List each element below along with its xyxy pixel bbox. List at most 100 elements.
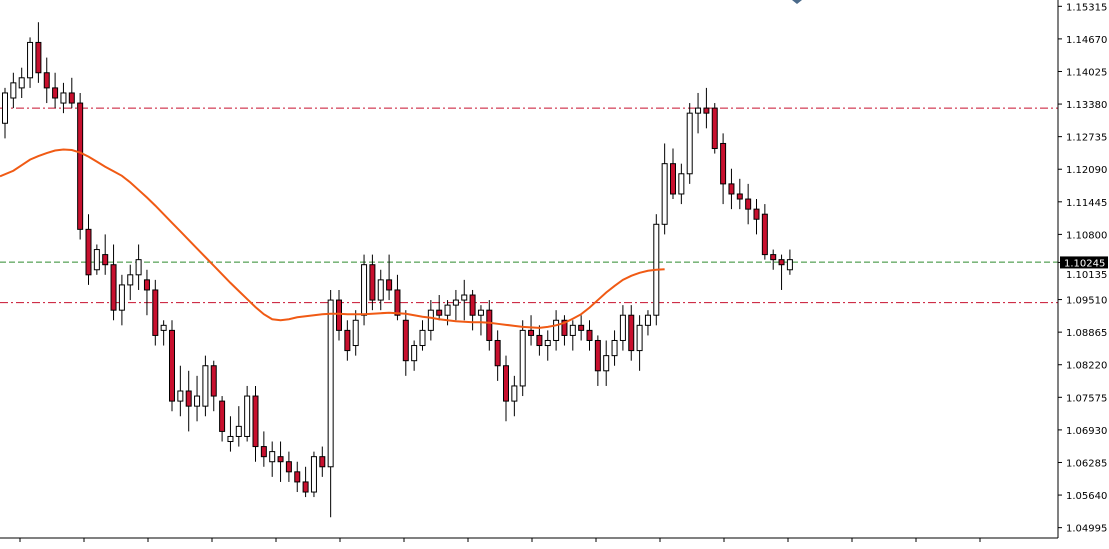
candle-body: [252, 395, 259, 448]
candle-body: [603, 355, 610, 372]
price-tick-label: 1.08865: [1066, 328, 1107, 339]
candle-body: [285, 461, 292, 473]
candle-body: [619, 314, 626, 341]
candle-body: [469, 294, 476, 316]
candle-body: [503, 365, 509, 402]
candle-body: [528, 329, 535, 336]
candle-body: [452, 299, 459, 306]
candle-body: [461, 294, 468, 301]
candle-body: [152, 289, 159, 336]
candle-body: [27, 41, 34, 79]
moving-average: [0, 148, 665, 329]
candle-body: [728, 183, 735, 195]
candle-body: [786, 259, 793, 271]
moving-average-line: [0, 148, 665, 329]
candle-body: [77, 102, 84, 230]
candle-body: [661, 163, 668, 225]
candle-body: [778, 259, 785, 266]
candle-body: [260, 446, 267, 458]
candle-body: [644, 314, 651, 326]
candle-body: [143, 279, 150, 291]
current-price-label: 1.10245: [1064, 258, 1105, 269]
candle-body: [127, 274, 134, 286]
candle-body: [761, 213, 768, 256]
candle-body: [219, 400, 226, 432]
candle-body: [210, 365, 217, 397]
candle-body: [110, 264, 117, 311]
price-tick-label: 1.06285: [1066, 458, 1107, 469]
candle-body: [269, 451, 276, 463]
candle-body: [336, 299, 342, 331]
candle-body: [68, 92, 75, 104]
price-tick-label: 1.12090: [1066, 165, 1107, 176]
candle-body: [561, 319, 568, 336]
candle-body: [319, 456, 326, 468]
price-tick-label: 1.14670: [1066, 35, 1107, 46]
candle-body: [695, 107, 702, 114]
candle-body: [118, 284, 125, 311]
candle-body: [477, 309, 484, 316]
candle-body: [536, 334, 543, 347]
candle-body: [636, 324, 643, 352]
secondary-price-label: 1.10135: [1066, 270, 1107, 281]
candle-body: [169, 329, 175, 402]
candle-body: [327, 299, 334, 468]
price-tick-label: 1.10800: [1066, 230, 1107, 241]
candle-body: [703, 107, 710, 114]
candle-body: [369, 264, 376, 301]
candle-body: [244, 395, 251, 437]
price-tick-label: 1.15315: [1066, 2, 1107, 13]
candle-body: [52, 87, 59, 99]
price-tick-label: 1.05640: [1066, 491, 1107, 502]
price-tick-label: 1.14025: [1066, 67, 1107, 78]
candle-body: [85, 228, 92, 276]
candle-body: [511, 385, 518, 402]
price-tick-label: 1.08220: [1066, 361, 1107, 372]
candle-body: [678, 173, 685, 195]
price-tick-label: 1.09510: [1066, 296, 1107, 307]
candle-body: [736, 193, 743, 200]
candle-body: [185, 390, 192, 407]
candle-body: [294, 471, 301, 483]
candles: [2, 22, 793, 518]
candle-body: [444, 304, 451, 316]
price-tick-label: 1.06930: [1066, 426, 1107, 437]
candle-body: [436, 309, 443, 316]
candle-body: [594, 339, 601, 372]
candle-body: [586, 329, 593, 341]
candle-body: [711, 107, 718, 150]
candle-body: [569, 324, 576, 336]
candle-body: [486, 309, 493, 341]
candle-body: [544, 339, 551, 347]
candle-body: [386, 279, 393, 291]
price-tick-label: 1.12735: [1066, 133, 1107, 144]
candle-body: [611, 339, 618, 357]
candle-body: [377, 279, 384, 301]
current-price-flag: [1060, 256, 1108, 269]
candle-body: [411, 345, 418, 362]
candle-body: [227, 435, 234, 443]
price-tick-label: 1.04995: [1066, 524, 1107, 535]
horizontal-lines: [0, 107, 1058, 304]
candle-body: [43, 72, 50, 89]
candle-body: [202, 365, 209, 407]
candle-body: [578, 324, 585, 331]
candle-body: [177, 390, 184, 402]
candle-body: [235, 425, 242, 437]
candle-body: [394, 289, 401, 316]
candle-body: [2, 92, 8, 124]
price-axis: 1.15315 1.14670 1.14025 1.13380 1.12735 1.120…: [1057, 0, 1108, 538]
candle-body: [720, 142, 727, 185]
candle-body: [553, 319, 560, 341]
candle-body: [686, 112, 693, 175]
price-tick-label: 1.07575: [1066, 393, 1107, 404]
candle-body: [102, 254, 109, 266]
candle-body: [402, 319, 409, 362]
candle-body: [93, 249, 100, 271]
candle-body: [310, 456, 317, 493]
price-tick-label: 1.13380: [1066, 100, 1107, 111]
candle-body: [352, 319, 359, 347]
candle-body: [419, 329, 426, 347]
